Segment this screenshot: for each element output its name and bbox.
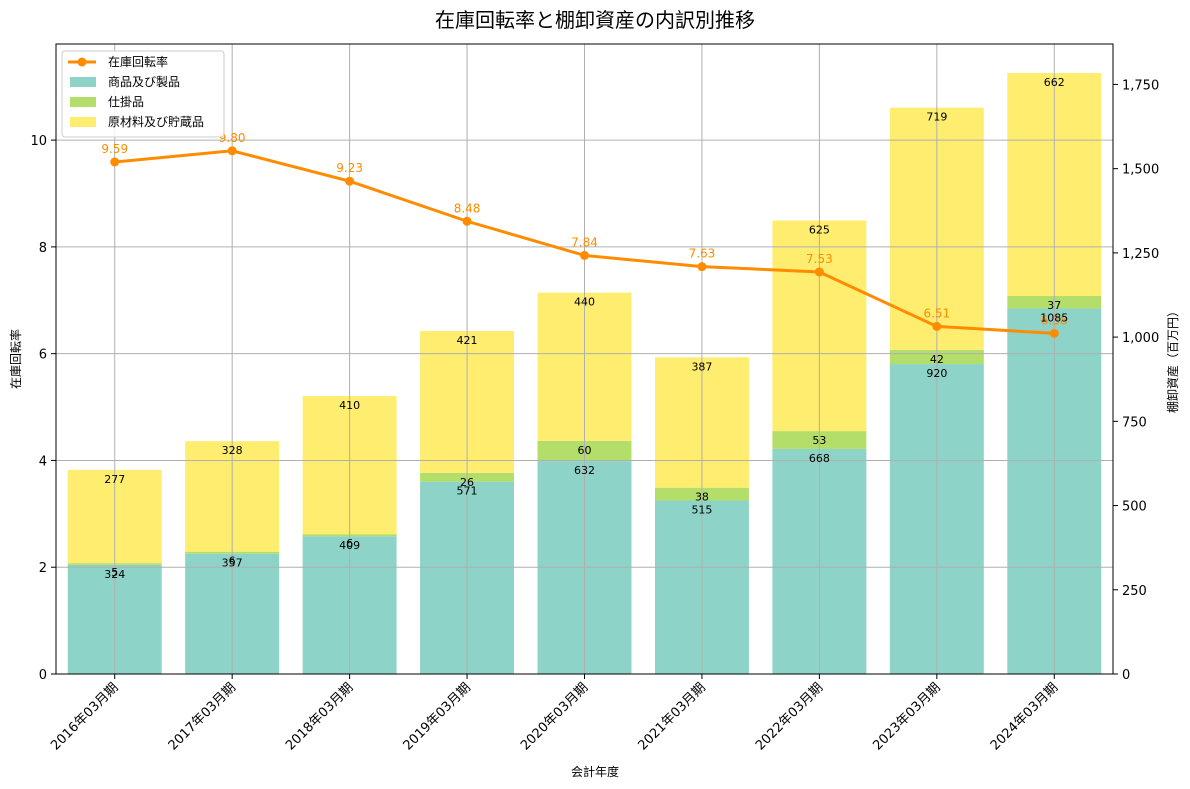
x-tick-label: 2021年03月期 — [635, 680, 708, 753]
bar-value-label: 328 — [222, 444, 243, 457]
y-left-tick-label: 2 — [39, 561, 47, 576]
y-right-tick-label: 1,000 — [1122, 331, 1159, 346]
turnover-rate-label: 7.84 — [571, 235, 598, 249]
bar-value-label: 6 — [229, 555, 236, 568]
y-right-tick-label: 750 — [1122, 415, 1147, 430]
x-tick-label: 2016年03月期 — [48, 680, 121, 753]
x-tick-label: 2019年03月期 — [401, 680, 474, 753]
bar-value-label: 26 — [460, 476, 474, 489]
y-axis-right-label: 棚卸資産（百万円） — [1165, 305, 1180, 413]
bar-value-label: 277 — [104, 473, 125, 486]
turnover-rate-point — [580, 250, 589, 260]
y-axis-left-label: 在庫回転率 — [8, 329, 23, 389]
bar-value-label: 571 — [457, 485, 478, 498]
bar-value-label: 515 — [691, 503, 712, 516]
legend-swatch — [70, 117, 96, 127]
bar-value-label: 357 — [222, 557, 243, 570]
x-tick-label: 2020年03月期 — [518, 680, 591, 753]
turnover-rate-label: 9.59 — [101, 142, 128, 156]
bar-value-label: 37 — [1047, 299, 1061, 312]
chart-title: 在庫回転率と棚卸資産の内訳別推移 — [435, 8, 755, 32]
y-left-tick-label: 10 — [30, 134, 47, 149]
bar-value-label: 42 — [930, 353, 944, 366]
bar-value-label: 60 — [578, 444, 592, 457]
x-tick-label: 2023年03月期 — [870, 680, 943, 753]
bar-value-label: 625 — [809, 224, 830, 237]
turnover-rate-label: 6.51 — [923, 306, 950, 320]
y-left-tick-label: 0 — [39, 668, 47, 683]
bar-value-label: 662 — [1044, 76, 1065, 89]
bar-value-label: 409 — [339, 539, 360, 552]
bar-value-label: 668 — [809, 452, 830, 465]
legend-swatch — [70, 97, 96, 107]
bar-value-label: 632 — [574, 464, 595, 477]
legend-label: 仕掛品 — [108, 94, 144, 109]
bar-value-label: 440 — [574, 296, 595, 309]
bar-value-label: 1085 — [1040, 311, 1068, 324]
turnover-rate-point — [932, 321, 942, 331]
turnover-rate-label: 8.48 — [454, 201, 481, 215]
bar-value-label: 5 — [111, 566, 118, 579]
bar-value-label: 421 — [457, 334, 478, 347]
bar-value-label: 38 — [695, 491, 709, 504]
turnover-rate-label: 9.23 — [336, 161, 363, 175]
y-right-tick-label: 1,500 — [1122, 163, 1159, 178]
y-right-tick-label: 1,250 — [1122, 247, 1159, 262]
turnover-rate-point — [345, 176, 355, 186]
turnover-rate-label: 7.53 — [806, 252, 833, 266]
x-tick-label: 2024年03月期 — [988, 680, 1061, 753]
turnover-rate-point — [1049, 328, 1059, 338]
turnover-rate-point — [697, 262, 707, 272]
line-layer: 9.59 9.80 9.23 8.48 7.84 7.63 7.53 6.51 6.38 — [101, 131, 1068, 338]
y-right-tick-label: 0 — [1122, 668, 1130, 683]
legend-swatch — [70, 77, 96, 87]
y-left-tick-label: 4 — [39, 454, 47, 469]
y-left-tick-label: 6 — [39, 348, 47, 363]
x-axis-label: 会計年度 — [571, 764, 619, 779]
turnover-rate-point — [110, 157, 120, 167]
legend-label: 原材料及び貯蔵品 — [108, 115, 204, 129]
turnover-rate-label: 7.63 — [689, 247, 716, 261]
x-tick-label: 2022年03月期 — [753, 680, 826, 753]
turnover-rate-label: 9.80 — [219, 131, 246, 145]
legend-swatch-marker — [77, 57, 87, 67]
legend-box — [61, 50, 225, 138]
bar-value-label: 410 — [339, 399, 360, 412]
legend-label: 在庫回転率 — [108, 54, 168, 69]
y-right-tick-label: 1,750 — [1122, 78, 1159, 93]
y-right-tick-label: 250 — [1122, 584, 1147, 599]
y-left-tick-label: 8 — [39, 241, 47, 256]
turnover-rate-point — [227, 146, 237, 156]
bar-value-label: 53 — [812, 434, 826, 447]
x-tick-label: 2018年03月期 — [283, 680, 356, 753]
bar-value-label: 387 — [691, 360, 712, 373]
bar-value-label: 719 — [926, 111, 947, 124]
bar-value-label: 6 — [346, 537, 353, 550]
y-right-tick-label: 500 — [1122, 500, 1147, 515]
legend-label: 商品及び製品 — [108, 74, 180, 89]
bar-value-label: 920 — [926, 367, 947, 380]
turnover-rate-point — [462, 216, 472, 226]
x-tick-label: 2017年03月期 — [166, 680, 239, 753]
turnover-rate-point — [814, 267, 824, 277]
turnover-rate-label: 6.38 — [1041, 313, 1068, 327]
bar-value-label: 324 — [104, 568, 125, 581]
